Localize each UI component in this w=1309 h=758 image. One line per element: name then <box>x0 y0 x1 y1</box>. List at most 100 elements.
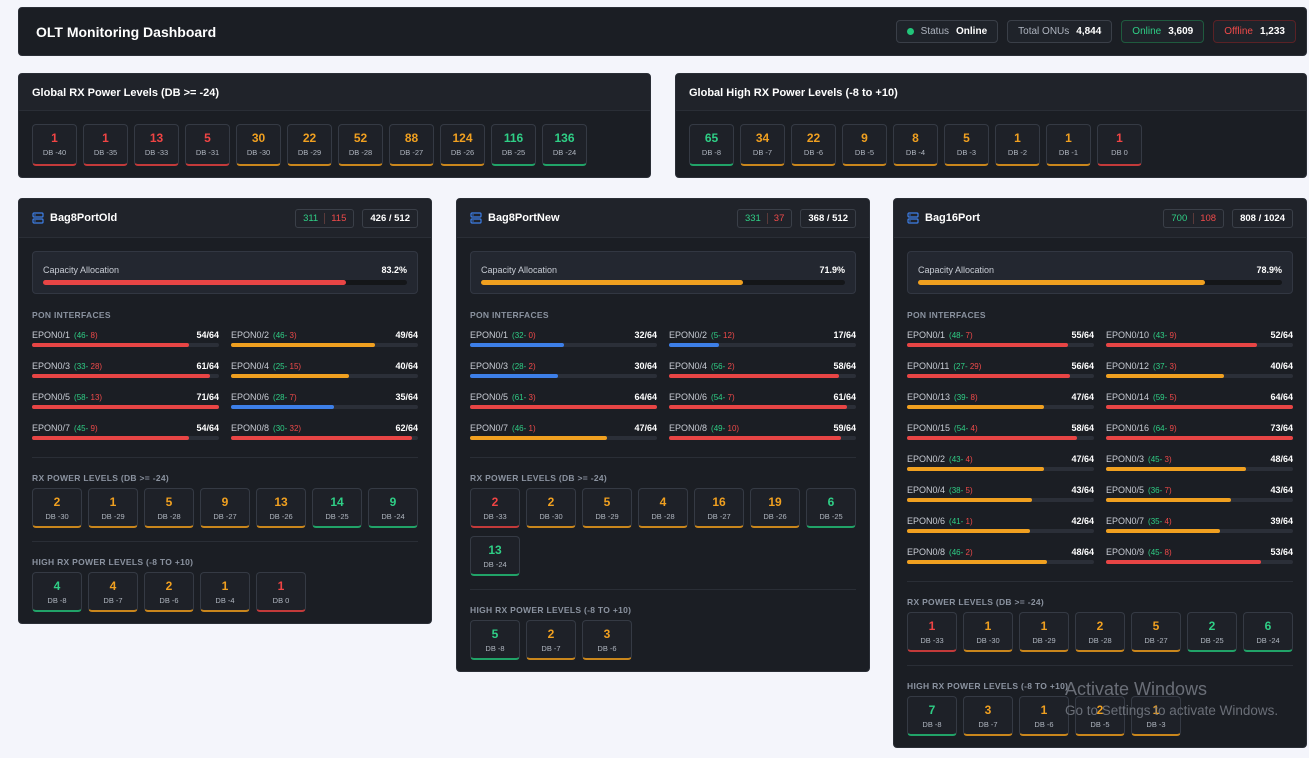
pon-name: EPON0/4 (38- 5) <box>907 485 973 495</box>
pon-offline-count: 12) <box>723 331 735 340</box>
power-level-badge: 19 DB -26 <box>750 488 800 528</box>
pon-bar-fill <box>669 374 840 378</box>
pon-interface-epon0-5: EPON0/5 (58- 13) 71/64 <box>32 392 219 423</box>
pon-online-value: 43 <box>951 455 961 464</box>
pon-online-count: (37- <box>1153 362 1170 371</box>
olt-card-header: Bag16Port 700 108 808 / 1024 <box>894 199 1306 238</box>
badge-count: 1 <box>1152 703 1160 717</box>
pon-online-count: (36- <box>1148 486 1165 495</box>
pon-offline-count: 9) <box>1169 424 1177 433</box>
badge-count: 2 <box>1208 619 1216 633</box>
pon-name: EPON0/1 (32- 0) <box>470 330 536 340</box>
olt-name: Bag16Port <box>925 212 981 224</box>
pon-name-text: EPON0/1 <box>32 330 71 340</box>
pon-interface-epon0-7: EPON0/7 (45- 9) 54/64 <box>32 423 219 454</box>
pon-online-value: 30 <box>275 424 285 433</box>
pon-offline-count: 5) <box>1169 393 1177 402</box>
pon-online-value: 38 <box>951 486 961 495</box>
badge-count: 3 <box>984 703 992 717</box>
pon-offline-value: 3 <box>1169 362 1174 371</box>
pon-name-text: EPON0/5 <box>32 392 71 402</box>
pon-bar-fill <box>231 405 334 409</box>
pon-interface-epon0-4: EPON0/4 (25- 15) 40/64 <box>231 361 418 392</box>
pon-name: EPON0/6 (54- 7) <box>669 392 735 402</box>
pon-bar-fill <box>470 374 558 378</box>
badge-db-label: DB -33 <box>144 148 169 157</box>
capacity-label: Capacity Allocation <box>481 265 558 275</box>
power-level-badge: 3 DB -7 <box>963 696 1013 736</box>
pon-usage: 55/64 <box>1071 330 1094 340</box>
status-dot-icon <box>906 28 914 35</box>
pon-offline-value: 9 <box>1169 331 1174 340</box>
pon-offline-value: 8 <box>90 331 95 340</box>
pon-name-text: EPON0/14 <box>1106 392 1150 402</box>
pon-online-value: 46 <box>275 331 285 340</box>
pon-interface-epon0-3: EPON0/3 (45- 3) 48/64 <box>1106 454 1293 485</box>
global-rx-badges: 1 DB -40 1 DB -35 13 DB -33 5 DB -31 30 DB -30 22 D… <box>32 124 587 166</box>
pon-online-count: (48- <box>949 331 966 340</box>
pon-bar-fill <box>32 436 190 440</box>
badge-db-label: DB -31 <box>195 148 220 157</box>
pon-usage: 64/64 <box>634 392 657 402</box>
olt-name: Bag8PortNew <box>488 212 560 224</box>
pon-name: EPON0/2 (5- 12) <box>669 330 735 340</box>
power-level-badge: 9 DB -5 <box>842 124 887 166</box>
capacity-label: Capacity Allocation <box>918 265 995 275</box>
pon-bar-track <box>1106 436 1293 440</box>
pon-offline-count: 8) <box>970 393 978 402</box>
pon-name: EPON0/13 (39- 8) <box>907 392 978 402</box>
pon-offline-count: 4) <box>1164 517 1172 526</box>
server-icon <box>907 212 919 224</box>
pon-interface-epon0-4: EPON0/4 (38- 5) 43/64 <box>907 485 1094 516</box>
high-rx-power-badges: 4 DB -8 4 DB -7 2 DB -6 1 DB -4 1 DB 0 <box>32 572 422 612</box>
badge-db-label: DB -4 <box>905 148 926 157</box>
pon-online-count: (54- <box>954 424 971 433</box>
pon-name: EPON0/3 (33- 28) <box>32 361 102 371</box>
pon-name-text: EPON0/3 <box>32 361 71 371</box>
power-level-badge: 5 DB -27 <box>1131 612 1181 652</box>
pon-name-text: EPON0/7 <box>1106 516 1145 526</box>
pon-bar-track <box>1106 343 1293 347</box>
section-divider <box>907 581 1293 582</box>
badge-db-label: DB -29 <box>1032 636 1056 645</box>
badge-count: 1 <box>1116 131 1123 145</box>
pon-name: EPON0/16 (64- 9) <box>1106 423 1177 433</box>
pon-name: EPON0/5 (36- 7) <box>1106 485 1172 495</box>
power-level-badge: 88 DB -27 <box>389 124 434 166</box>
badge-count: 1 <box>109 495 117 509</box>
rx-power-heading: RX POWER LEVELS (DB >= -24) <box>907 597 1045 607</box>
pon-name: EPON0/1 (48- 7) <box>907 330 973 340</box>
power-level-badge: 34 DB -7 <box>740 124 785 166</box>
pon-interface-epon0-9: EPON0/9 (45- 8) 53/64 <box>1106 547 1293 578</box>
pon-usage: 32/64 <box>634 330 657 340</box>
pon-usage: 47/64 <box>634 423 657 433</box>
badge-count: 88 <box>404 131 419 145</box>
pon-name: EPON0/6 (28- 7) <box>231 392 297 402</box>
power-level-badge: 5 DB -29 <box>582 488 632 528</box>
power-level-badge: 1 DB -33 <box>907 612 957 652</box>
badge-count: 52 <box>353 131 368 145</box>
pon-online-count: (56- <box>711 362 728 371</box>
pon-offline-count: 2) <box>727 362 735 371</box>
badge-db-label: DB -4 <box>215 596 235 605</box>
pon-name: EPON0/3 (45- 3) <box>1106 454 1172 464</box>
pon-offline-count: 7) <box>965 331 973 340</box>
power-level-badge: 116 DB -25 <box>491 124 536 166</box>
pon-name-text: EPON0/15 <box>907 423 951 433</box>
online-pill: Online 3,609 <box>1121 20 1205 43</box>
offline-value: 1,233 <box>1259 26 1285 37</box>
badge-count: 2 <box>491 495 499 509</box>
badge-count: 1 <box>277 579 285 593</box>
badge-db-label: DB -6 <box>597 644 617 653</box>
power-level-badge: 124 DB -26 <box>440 124 485 166</box>
pon-bar-fill <box>669 405 847 409</box>
section-divider <box>32 541 418 542</box>
offline-label: Offline <box>1224 26 1253 37</box>
pon-bar-track <box>1106 529 1293 533</box>
power-level-badge: 5 DB -8 <box>470 620 520 660</box>
pon-name-text: EPON0/3 <box>1106 454 1145 464</box>
pon-name: EPON0/14 (59- 5) <box>1106 392 1177 402</box>
pon-bar-fill <box>907 374 1070 378</box>
pon-online-value: 48 <box>951 331 961 340</box>
pon-offline-count: 1) <box>965 517 973 526</box>
